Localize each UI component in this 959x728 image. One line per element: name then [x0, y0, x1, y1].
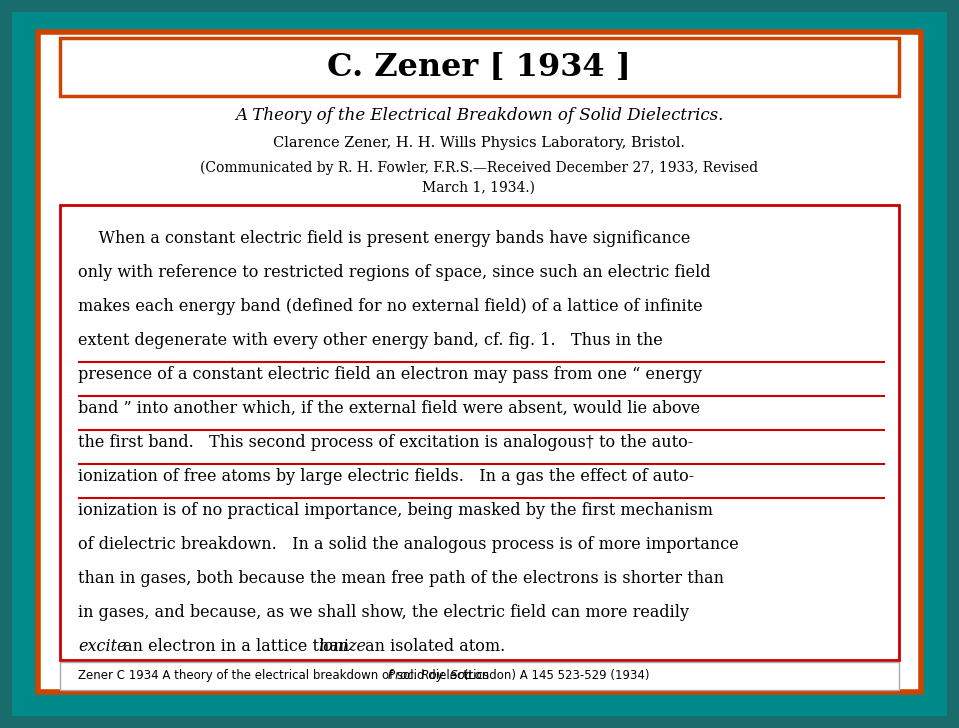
Text: an isolated atom.: an isolated atom. [360, 638, 505, 655]
Text: Zener C 1934 A theory of the electrical breakdown of solid dielectrics: Zener C 1934 A theory of the electrical … [78, 670, 493, 683]
Text: C. Zener [ 1934 ]: C. Zener [ 1934 ] [327, 52, 631, 82]
Text: an electron in a lattice than: an electron in a lattice than [118, 638, 355, 655]
Text: ionization is of no practical importance, being masked by the first mechanism: ionization is of no practical importance… [78, 502, 713, 519]
Text: Clarence Zener, H. H. Wills Physics Laboratory, Bristol.: Clarence Zener, H. H. Wills Physics Labo… [273, 136, 685, 150]
Text: the first band.   This second process of excitation is analogous† to the auto-: the first band. This second process of e… [78, 434, 693, 451]
Text: March 1, 1934.): March 1, 1934.) [423, 181, 535, 195]
Text: When a constant electric field is present energy bands have significance: When a constant electric field is presen… [78, 230, 690, 247]
Text: only with reference to restricted regions of space, since such an electric field: only with reference to restricted region… [78, 264, 711, 281]
Text: of dielectric breakdown.   In a solid the analogous process is of more importanc: of dielectric breakdown. In a solid the … [78, 536, 738, 553]
Text: excite: excite [78, 638, 127, 655]
Text: A Theory of the Electrical Breakdown of Solid Dielectrics.: A Theory of the Electrical Breakdown of … [235, 106, 723, 124]
Text: Proc. Roy. Soc.: Proc. Roy. Soc. [388, 670, 476, 683]
Text: (London) A 145 523-529 (1934): (London) A 145 523-529 (1934) [460, 670, 649, 683]
Text: extent degenerate with every other energy band, cf. fig. 1.   Thus in the: extent degenerate with every other energ… [78, 332, 663, 349]
Text: ionize: ionize [318, 638, 366, 655]
Text: than in gases, both because the mean free path of the electrons is shorter than: than in gases, both because the mean fre… [78, 570, 724, 587]
Text: ionization of free atoms by large electric fields.   In a gas the effect of auto: ionization of free atoms by large electr… [78, 468, 694, 485]
Bar [60, 205, 899, 660]
Text: makes each energy band (defined for no external field) of a lattice of infinite: makes each energy band (defined for no e… [78, 298, 703, 315]
Text: (Communicated by R. H. Fowler, F.R.S.—Received December 27, 1933, Revised: (Communicated by R. H. Fowler, F.R.S.—Re… [199, 161, 758, 175]
Text: band ” into another which, if the external field were absent, would lie above: band ” into another which, if the extern… [78, 400, 700, 417]
Bar [60, 38, 899, 96]
Text: presence of a constant electric field an electron may pass from one “ energy: presence of a constant electric field an… [78, 366, 702, 383]
Text: in gases, and because, as we shall show, the electric field can more readily: in gases, and because, as we shall show,… [78, 604, 689, 621]
Bar [60, 662, 899, 690]
